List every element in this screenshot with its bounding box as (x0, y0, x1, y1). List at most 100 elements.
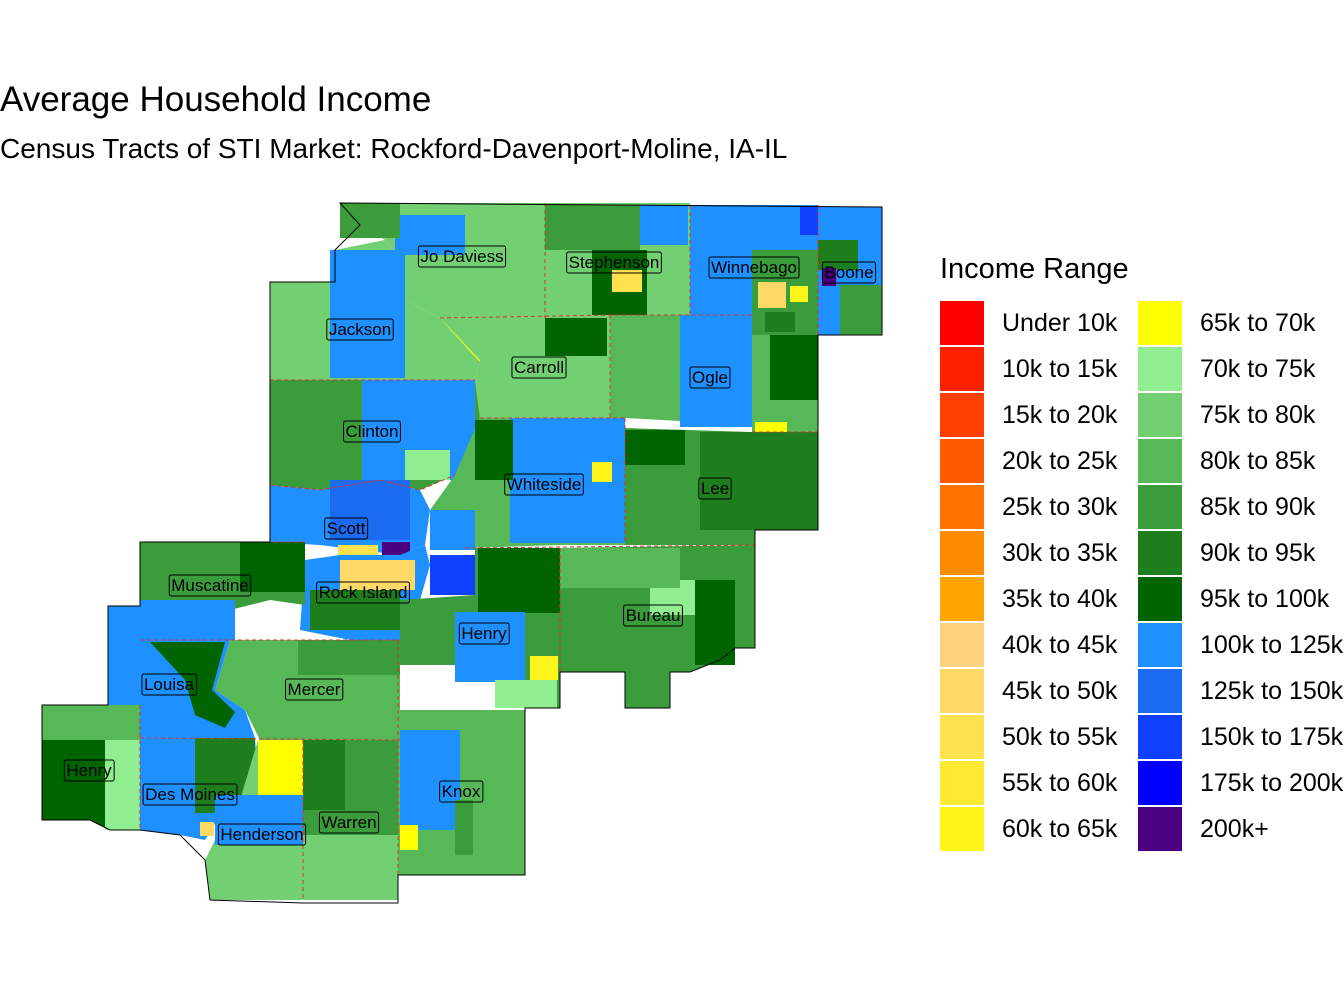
county-label-box (217, 823, 307, 846)
county-label-box (821, 261, 877, 284)
county-label-text: Bureau (626, 606, 681, 625)
county-label-box (623, 604, 683, 627)
legend-label: 35k to 40k (1002, 585, 1118, 613)
county-label-text: Muscatine (171, 576, 248, 595)
county-label-box (708, 256, 800, 279)
legend-swatch (1138, 301, 1182, 345)
tract-fill (140, 600, 235, 640)
legend-swatch (940, 807, 984, 851)
tract-fill (700, 432, 818, 530)
county-label: Boone (821, 261, 877, 284)
county-label-box (504, 473, 584, 496)
legend-swatch (1138, 715, 1182, 759)
county-borders (139, 203, 819, 900)
legend-swatch (1138, 485, 1182, 529)
legend-swatch (940, 669, 984, 713)
legend-swatch (940, 347, 984, 391)
tract-fill (592, 462, 612, 482)
legend-label: 40k to 45k (1002, 631, 1118, 659)
tract-fill (560, 548, 680, 588)
county-label-text: Henry (66, 761, 112, 780)
map-subtitle: Census Tracts of STI Market: Rockford-Da… (0, 133, 788, 164)
tract-fill (340, 560, 415, 590)
county-label: Warren (318, 811, 380, 834)
map-title: Average Household Income (0, 80, 432, 119)
county-label: Rock Island (316, 581, 410, 604)
tract-fill (758, 282, 786, 308)
map-outline (41, 202, 883, 904)
legend-label: 80k to 85k (1200, 447, 1316, 475)
county-label: Muscatine (168, 574, 252, 597)
county-label: Scott (324, 517, 369, 540)
tract-fill (695, 580, 735, 665)
tract-fill (755, 422, 787, 432)
tract-fill (258, 740, 303, 795)
tract-fill (215, 795, 303, 845)
legend-swatch (1138, 577, 1182, 621)
county-labels: Jo Daviess Stephenson Winnebago Boone Jackso… (63, 245, 877, 846)
tract-fill (430, 555, 475, 595)
county-label-text: Mercer (288, 680, 341, 699)
county-label: Mercer (285, 678, 344, 701)
legend-swatch (940, 393, 984, 437)
tract-fill (545, 318, 607, 356)
county-label-box (511, 356, 567, 379)
legend-label: 25k to 30k (1002, 493, 1118, 521)
legend-swatch (1138, 393, 1182, 437)
county-label: Stephenson (566, 251, 662, 274)
tract-fill (545, 205, 640, 250)
tract-fill (800, 207, 818, 235)
legend-swatch (1138, 347, 1182, 391)
county-label: Jackson (326, 318, 394, 341)
tract-fill (298, 640, 400, 675)
tract-fill (818, 240, 858, 270)
tract-fill (105, 740, 140, 830)
tract-fill (330, 250, 405, 378)
county-label-text: Whiteside (507, 475, 582, 494)
county-label-box (566, 251, 662, 274)
county-label-text: Jo Daviess (420, 247, 503, 266)
county-label-text: Louisa (144, 675, 195, 694)
legend-label: 20k to 25k (1002, 447, 1118, 475)
legend-label: 65k to 70k (1200, 309, 1316, 337)
county-label-box (324, 517, 369, 540)
county-label: Jo Daviess (417, 245, 507, 268)
county-label-text: Henry (461, 624, 507, 643)
county-label-box (689, 366, 731, 389)
county-label: Ogle (689, 366, 731, 389)
legend-label: Under 10k (1002, 309, 1118, 337)
tract-fill (478, 548, 560, 613)
tract-fill (330, 480, 410, 540)
tract-fill (405, 450, 450, 480)
county-label-text: Boone (824, 263, 873, 282)
tract-fill (400, 730, 460, 830)
tract-fill (455, 800, 473, 855)
tract-fill (395, 215, 465, 255)
legend-swatch (940, 531, 984, 575)
county-label: Lee (698, 477, 732, 500)
county-label-text: Henderson (220, 825, 303, 844)
tract-fill (400, 825, 418, 850)
county-label-box (458, 622, 510, 645)
tract-fill (495, 680, 557, 708)
county-label: Henry (458, 622, 510, 645)
county-label: Louisa (141, 673, 198, 696)
tract-fill (340, 203, 400, 238)
tract-fill (430, 510, 475, 550)
legend-swatch (1138, 439, 1182, 483)
tract-fill (612, 270, 642, 292)
legend-label: 90k to 95k (1200, 539, 1316, 567)
county-label-text: Lee (701, 479, 729, 498)
tract-fill (530, 656, 558, 680)
county-label-text: Des Moines (145, 785, 235, 804)
county-label-text: Winnebago (711, 258, 797, 277)
county-label-box (63, 759, 115, 782)
legend-label: 45k to 50k (1002, 677, 1118, 705)
county-label-box (168, 574, 252, 597)
county-label-box (316, 581, 410, 604)
tract-fill (382, 542, 410, 556)
legend-swatch (1138, 761, 1182, 805)
county-label: Des Moines (142, 783, 238, 806)
tract-fill (310, 590, 400, 630)
legend-swatch (1138, 669, 1182, 713)
